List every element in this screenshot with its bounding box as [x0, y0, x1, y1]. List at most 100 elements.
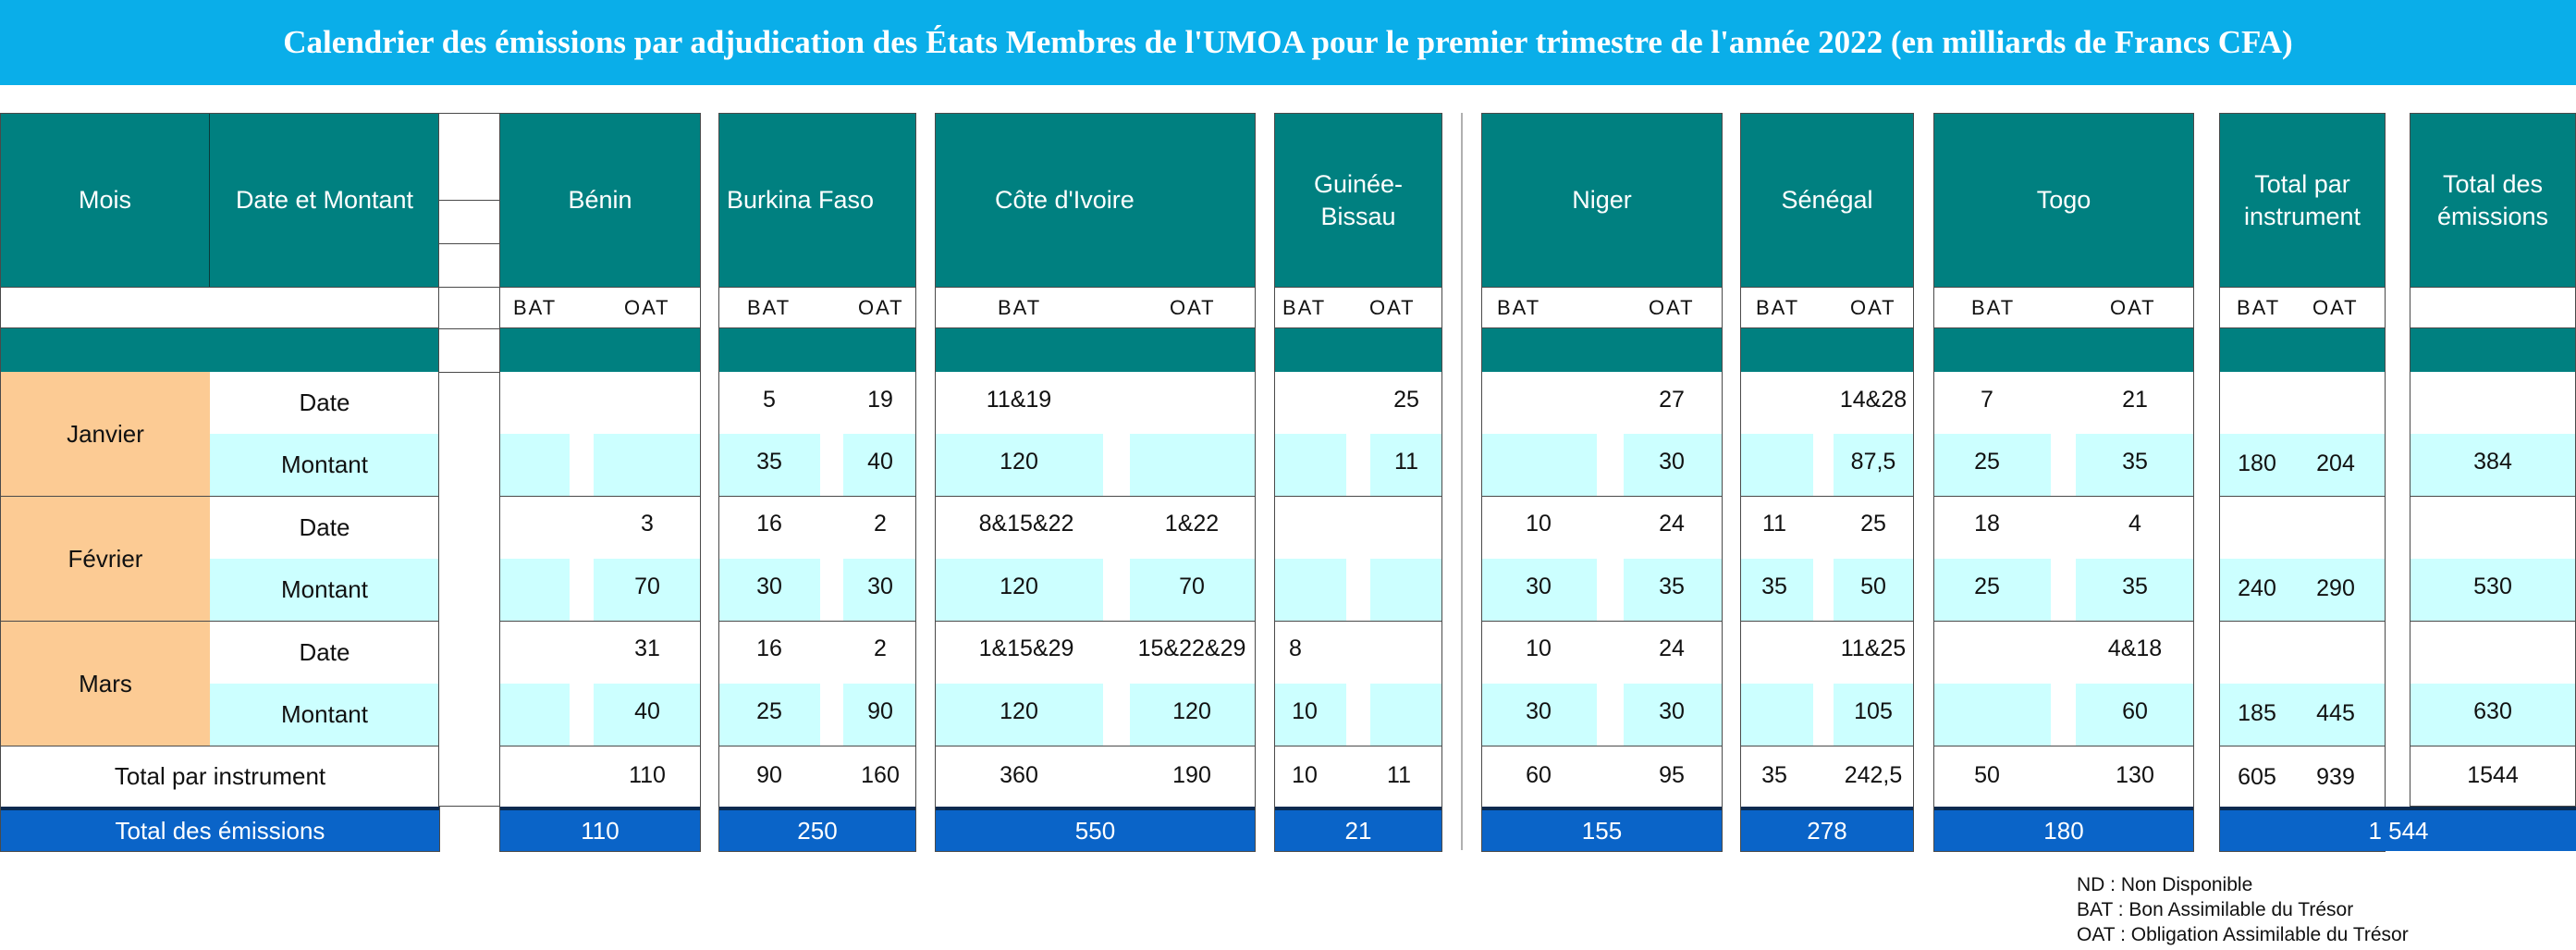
tpi-jan-oat: 204	[2316, 450, 2355, 476]
oat-label: OAT	[624, 296, 670, 319]
total-des-emissions-column: Total des émissions 384 530 630 1544	[2410, 113, 2576, 807]
header-guinee-bissau: Guinée- Bissau	[1275, 114, 1441, 287]
niger-total-oat: 95	[1659, 762, 1685, 788]
country-benin: Bénin BAT OAT 3 70 31 40 110 110	[499, 113, 701, 852]
tpi-mar-bat: 185	[2238, 700, 2276, 726]
ci-feb-montant-bat: 120	[1000, 574, 1038, 599]
burkina-feb-date-oat: 2	[874, 511, 887, 537]
senegal-mar-date-oat: 11&25	[1840, 635, 1907, 661]
bat-label: BAT	[513, 296, 558, 319]
row-label-total-emissions: Total des émissions	[1, 807, 439, 851]
legend-nd: ND : Non Disponible	[2077, 874, 2253, 895]
burkina-mar-montant-bat: 25	[756, 698, 782, 724]
row-label-total-instrument: Total par instrument	[114, 762, 326, 790]
niger-feb-date-bat: 10	[1526, 511, 1552, 537]
benin-feb-montant-oat: 70	[634, 574, 660, 599]
niger-mar-montant-bat: 30	[1526, 698, 1552, 724]
bat-label: BAT	[998, 296, 1042, 319]
gb-jan-montant-oat: 11	[1394, 449, 1418, 475]
ci-jan-date-bat: 11&19	[986, 387, 1052, 413]
ci-total-bat: 360	[1000, 762, 1038, 788]
niger-jan-montant-oat: 30	[1659, 449, 1685, 475]
senegal-feb-montant-bat: 35	[1761, 574, 1787, 599]
oat-label: OAT	[1649, 296, 1695, 319]
togo-feb-montant-oat: 35	[2122, 574, 2148, 599]
oat-label: OAT	[2312, 296, 2359, 319]
senegal-grand-total: 278	[1741, 807, 1913, 851]
gb-total-oat: 11	[1387, 762, 1411, 788]
country-togo: Togo BAT OAT 7 21 25 35 18 4 25 35 4&18 6…	[1933, 113, 2194, 852]
benin-mar-date-oat: 31	[634, 635, 660, 661]
header-cote-divoire: Côte d'Ivoire	[936, 114, 1255, 287]
header-burkina: Burkina Faso	[719, 114, 915, 287]
burkina-grand-total: 250	[719, 807, 915, 851]
ci-mar-montant-oat: 120	[1172, 698, 1211, 724]
tpi-jan-bat: 180	[2238, 450, 2276, 476]
togo-feb-date-bat: 18	[1974, 511, 2000, 537]
togo-feb-montant-bat: 25	[1974, 574, 2000, 599]
togo-jan-montant-bat: 25	[1974, 449, 2000, 475]
bat-label: BAT	[1497, 296, 1541, 319]
ci-mar-date-bat: 1&15&29	[978, 635, 1074, 661]
togo-mar-date-oat: 4&18	[2107, 635, 2163, 661]
gb-jan-date-oat: 25	[1393, 387, 1419, 413]
column-divider	[1461, 113, 1463, 850]
month-fevrier: Février	[1, 497, 210, 621]
tpi-line1: Total par	[2254, 169, 2350, 198]
senegal-feb-montant-oat: 50	[1860, 574, 1886, 599]
niger-jan-date-oat: 27	[1659, 387, 1685, 413]
burkina-mar-date-oat: 2	[874, 635, 887, 661]
header-date-montant: Date et Montant	[235, 186, 414, 214]
tpi-line2: instrument	[2243, 202, 2361, 230]
bat-label: BAT	[2237, 296, 2281, 319]
tpi-total-oat: 939	[2316, 764, 2355, 790]
niger-feb-montant-bat: 30	[1526, 574, 1552, 599]
subheader-blank	[1, 287, 439, 328]
row-label-date: Date	[299, 389, 350, 416]
senegal-feb-date-bat: 11	[1762, 511, 1786, 537]
ci-total-oat: 190	[1172, 762, 1211, 788]
oat-label: OAT	[858, 296, 904, 319]
niger-total-bat: 60	[1526, 762, 1552, 788]
niger-grand-total: 155	[1482, 807, 1722, 851]
gb-mar-montant-bat: 10	[1292, 698, 1318, 724]
row-label-montant: Montant	[210, 434, 439, 496]
header-togo: Togo	[1934, 114, 2193, 287]
ci-jan-montant-bat: 120	[1000, 449, 1038, 475]
togo-total-bat: 50	[1974, 762, 2000, 788]
header-total-des-emissions: Total des émissions	[2410, 114, 2575, 287]
te-line2: émissions	[2436, 202, 2549, 230]
benin-total-oat: 110	[629, 762, 666, 788]
legend: ND : Non Disponible BAT : Bon Assimilabl…	[2077, 872, 2409, 947]
ci-feb-date-bat: 8&15&22	[978, 511, 1074, 537]
senegal-mar-montant-oat: 105	[1854, 698, 1893, 724]
month-mars: Mars	[1, 622, 210, 746]
gb-total-bat: 10	[1292, 762, 1318, 788]
burkina-jan-date-bat: 5	[763, 387, 776, 413]
niger-feb-date-oat: 24	[1659, 511, 1685, 537]
legend-bat: BAT : Bon Assimilable du Trésor	[2077, 899, 2354, 920]
burkina-feb-montant-oat: 30	[867, 574, 893, 599]
burkina-mar-date-bat: 16	[756, 635, 782, 661]
tpi-total-bat: 605	[2238, 764, 2276, 790]
country-niger: Niger BAT OAT 27 30 10 24 30 35 10 24 30 …	[1481, 113, 1723, 852]
te-line1: Total des	[2442, 169, 2544, 198]
bat-label: BAT	[1756, 296, 1800, 319]
label-column: Mois Date et Montant Janvier Date Montan…	[0, 113, 440, 852]
togo-total-oat: 130	[2116, 762, 2154, 788]
senegal-feb-date-oat: 25	[1860, 511, 1886, 537]
te-jan: 384	[2473, 449, 2512, 475]
gb-mar-date-bat: 8	[1289, 635, 1302, 661]
total-par-instrument-column: Total par instrument BAT OAT 180 204 240 2…	[2219, 113, 2576, 852]
oat-label: OAT	[2110, 296, 2156, 319]
tpi-feb-bat: 240	[2238, 575, 2276, 601]
oat-label: OAT	[1170, 296, 1216, 319]
senegal-total-bat: 35	[1761, 762, 1787, 788]
header-niger: Niger	[1482, 114, 1722, 287]
row-label-date: Date	[299, 638, 350, 666]
tpi-grand-total: 1 544	[2220, 807, 2576, 851]
gb-line2: Bissau	[1320, 202, 1396, 230]
row-label-montant: Montant	[210, 684, 439, 746]
header-total-par-instrument: Total par instrument	[2220, 114, 2385, 287]
niger-mar-date-oat: 24	[1659, 635, 1685, 661]
